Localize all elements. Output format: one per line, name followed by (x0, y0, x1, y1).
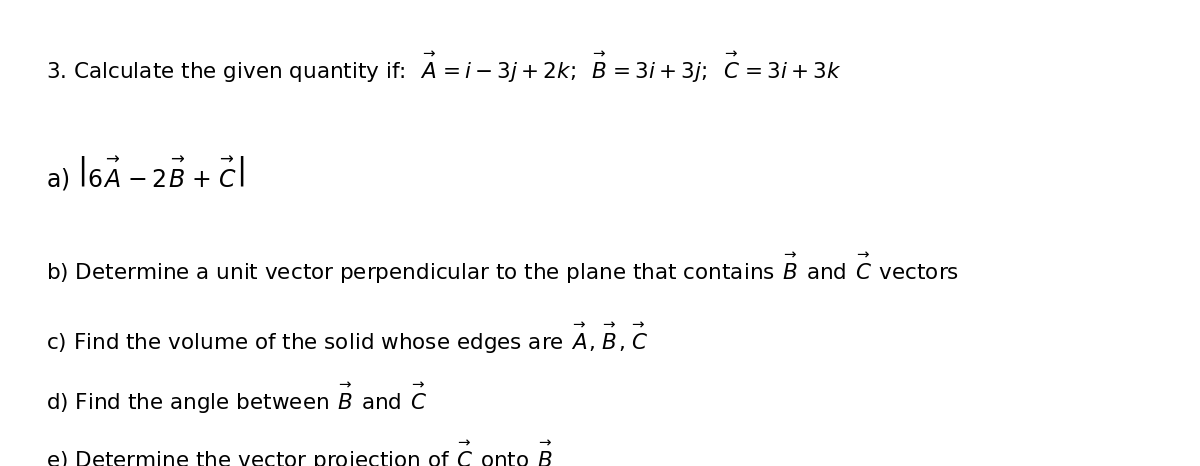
Text: a) $\left|6\overset{\rightarrow}{A}-2\overset{\rightarrow}{B}+\overset{\rightarr: a) $\left|6\overset{\rightarrow}{A}-2\ov… (46, 154, 245, 193)
Text: b) Determine a unit vector perpendicular to the plane that contains $\overset{\r: b) Determine a unit vector perpendicular… (46, 249, 959, 286)
Text: d) Find the angle between $\overset{\rightarrow}{B}$ and $\overset{\rightarrow}{: d) Find the angle between $\overset{\rig… (46, 380, 427, 416)
Text: c) Find the volume of the solid whose edges are $\overset{\rightarrow}{A},\overs: c) Find the volume of the solid whose ed… (46, 319, 648, 356)
Text: e) Determine the vector projection of $\overset{\rightarrow}{C}$ onto $\overset{: e) Determine the vector projection of $\… (46, 438, 552, 466)
Text: 3. Calculate the given quantity if:  $\overset{\rightarrow}{A}=i-3j+2k$;  $\over: 3. Calculate the given quantity if: $\ov… (46, 49, 841, 85)
